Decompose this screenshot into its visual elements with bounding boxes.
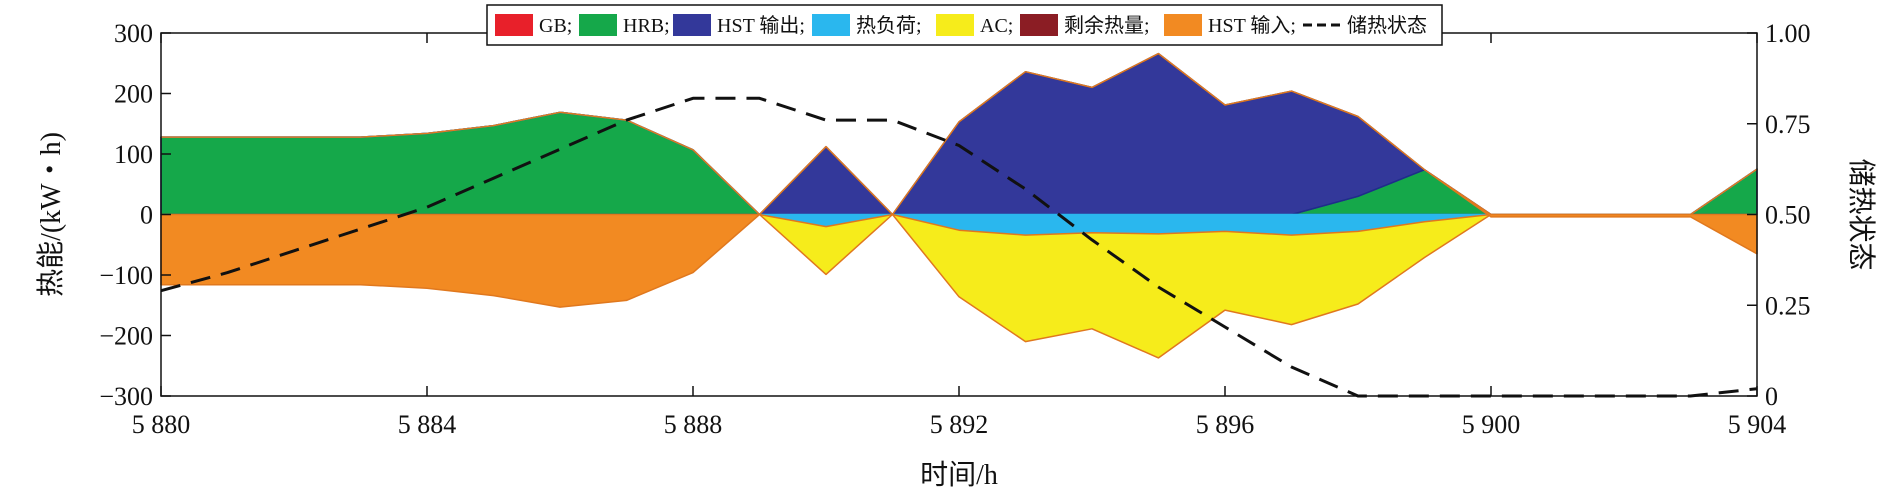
legend-swatch [495, 14, 533, 36]
legend-label: 剩余热量; [1064, 14, 1150, 37]
legend-item: HRB; [579, 14, 670, 37]
legend-item: GB; [495, 14, 572, 37]
legend-item: HST 输出; [673, 14, 805, 37]
area-layer [160, 52, 1758, 359]
x-tick-label: 5 904 [1728, 410, 1787, 439]
y-right-tick-label: 0.25 [1765, 291, 1811, 320]
legend-label: HST 输入; [1208, 14, 1296, 37]
legend-label: HRB; [623, 15, 670, 37]
legend-swatch [1164, 14, 1202, 36]
legend-label: GB; [539, 15, 572, 37]
x-tick-label: 5 880 [132, 410, 191, 439]
legend-item: 剩余热量; [1020, 14, 1150, 37]
x-axis-label: 时间/h [920, 459, 998, 491]
legend-box [486, 4, 1443, 46]
x-tick-label: 5 892 [930, 410, 989, 439]
legend-item: HST 输入; [1164, 14, 1296, 37]
x-tick-label: 5 896 [1196, 410, 1255, 439]
x-tick-label: 5 900 [1462, 410, 1521, 439]
legend-label: 热负荷; [856, 14, 922, 37]
y-left-tick-label: −100 [99, 261, 153, 290]
x-tick-label: 5 888 [664, 410, 723, 439]
y-right-tick-label: 1.00 [1765, 19, 1811, 48]
legend-swatch [579, 14, 617, 36]
y-left-tick-label: 0 [140, 201, 153, 230]
soc-line-layer [160, 96, 1758, 398]
y-right-tick-label: 0.50 [1765, 201, 1811, 230]
y-axis-label-right: 储热状态 [1845, 158, 1877, 270]
x-tick-label: 5 884 [398, 410, 457, 439]
legend-label: AC; [980, 15, 1013, 37]
legend-item: 热负荷; [812, 14, 922, 37]
y-right-tick-label: 0.75 [1765, 110, 1811, 139]
legend-label: HST 输出; [717, 14, 805, 37]
legend-swatch [1020, 14, 1058, 36]
y-right-tick-label: 0 [1765, 382, 1778, 411]
y-left-tick-label: 200 [114, 80, 153, 109]
legend-swatch [812, 14, 850, 36]
legend-swatch [936, 14, 974, 36]
legend-label: 储热状态 [1347, 14, 1427, 37]
y-left-tick-label: 300 [114, 19, 153, 48]
y-left-tick-label: 100 [114, 140, 153, 169]
y-left-tick-label: −300 [99, 382, 153, 411]
legend-swatch [673, 14, 711, 36]
y-axis-label-left: 热能/(kW・h) [35, 132, 67, 297]
legend-item: AC; [936, 14, 1013, 37]
soc-line [160, 96, 1758, 398]
y-left-tick-label: −200 [99, 322, 153, 351]
legend-item: 储热状态 [1303, 14, 1427, 37]
legend: GB; HRB; HST 输出; 热负荷; AC; 剩余热量; HST 输入; 储热状态 [486, 4, 1443, 46]
tick-layer: 5 880 5 884 5 888 5 892 5 896 5 900 5 904 300 20… [99, 19, 1810, 439]
axis-label-layer: 时间/h 热能/(kW・h) 储热状态 [35, 132, 1877, 491]
